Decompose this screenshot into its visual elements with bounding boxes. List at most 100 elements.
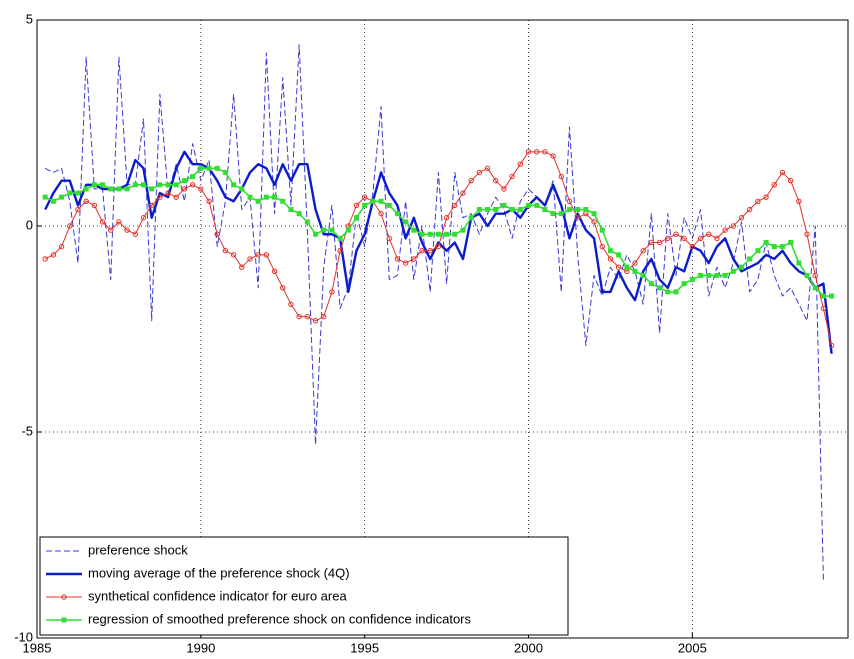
marker xyxy=(730,268,736,274)
legend-label: preference shock xyxy=(88,542,188,557)
marker xyxy=(599,227,605,233)
marker xyxy=(370,198,376,204)
marker xyxy=(271,268,278,275)
x-tick-label: 1985 xyxy=(23,640,52,655)
marker xyxy=(394,211,400,217)
marker xyxy=(812,285,818,291)
marker xyxy=(632,268,638,274)
marker xyxy=(665,235,671,242)
marker xyxy=(706,231,712,237)
marker xyxy=(214,165,220,171)
marker xyxy=(83,198,89,204)
marker xyxy=(206,198,212,204)
marker xyxy=(189,182,196,188)
marker xyxy=(386,235,392,242)
marker xyxy=(452,231,458,237)
marker xyxy=(222,169,228,175)
marker xyxy=(411,227,417,233)
marker xyxy=(140,182,146,188)
marker xyxy=(796,198,802,204)
marker xyxy=(443,215,450,221)
y-tick-label: -10 xyxy=(14,629,33,644)
marker xyxy=(534,202,540,208)
marker xyxy=(173,194,179,200)
marker xyxy=(100,182,106,188)
marker xyxy=(779,169,786,176)
marker xyxy=(804,272,810,278)
marker xyxy=(648,239,655,246)
marker xyxy=(337,235,343,241)
marker xyxy=(353,215,359,221)
marker xyxy=(534,149,540,155)
marker xyxy=(230,252,237,258)
marker xyxy=(91,202,98,209)
marker xyxy=(42,194,48,200)
marker xyxy=(485,207,491,213)
marker xyxy=(444,231,450,237)
marker xyxy=(165,190,171,196)
marker xyxy=(157,194,163,200)
marker xyxy=(280,198,286,204)
marker xyxy=(616,252,622,258)
marker xyxy=(501,186,507,192)
marker xyxy=(525,149,532,155)
marker xyxy=(99,219,106,225)
marker xyxy=(378,198,384,204)
marker xyxy=(656,239,663,246)
marker xyxy=(239,186,245,192)
marker xyxy=(509,207,515,213)
marker xyxy=(345,227,351,233)
marker xyxy=(566,207,572,213)
marker xyxy=(304,219,310,225)
marker xyxy=(140,215,147,221)
marker xyxy=(181,186,188,192)
series-line xyxy=(44,150,833,354)
marker xyxy=(607,256,614,262)
marker xyxy=(190,174,196,180)
marker xyxy=(763,194,769,200)
x-tick-label: 2005 xyxy=(678,640,707,655)
plot-area xyxy=(37,20,848,638)
marker xyxy=(312,318,319,324)
marker xyxy=(50,198,56,204)
marker xyxy=(779,244,785,250)
marker xyxy=(517,161,524,167)
marker xyxy=(460,190,466,196)
marker xyxy=(558,211,564,217)
x-tick-label: 2000 xyxy=(514,640,543,655)
marker xyxy=(108,227,114,233)
marker xyxy=(67,190,73,196)
marker xyxy=(566,198,573,204)
marker xyxy=(812,272,818,279)
marker xyxy=(714,235,720,242)
marker xyxy=(59,194,65,200)
marker xyxy=(42,256,48,262)
marker xyxy=(722,227,728,233)
marker xyxy=(124,227,130,233)
marker xyxy=(550,153,556,159)
marker xyxy=(657,285,663,291)
legend-label: moving average of the preference shock (… xyxy=(88,565,350,580)
marker xyxy=(673,289,679,295)
marker xyxy=(157,182,163,188)
y-tick-label: -5 xyxy=(21,423,33,438)
marker xyxy=(697,235,704,242)
marker xyxy=(755,248,761,254)
marker xyxy=(402,260,409,266)
marker xyxy=(83,186,89,192)
marker xyxy=(681,281,687,287)
marker xyxy=(591,211,597,217)
marker xyxy=(829,293,835,299)
marker xyxy=(673,231,679,237)
marker xyxy=(476,169,483,176)
marker xyxy=(378,210,384,217)
marker xyxy=(329,289,335,295)
marker xyxy=(67,223,73,229)
marker xyxy=(730,223,737,229)
marker xyxy=(771,182,777,188)
legend-box xyxy=(39,536,569,636)
marker xyxy=(272,194,278,200)
marker xyxy=(50,252,57,258)
marker xyxy=(820,305,827,312)
marker xyxy=(681,235,687,242)
